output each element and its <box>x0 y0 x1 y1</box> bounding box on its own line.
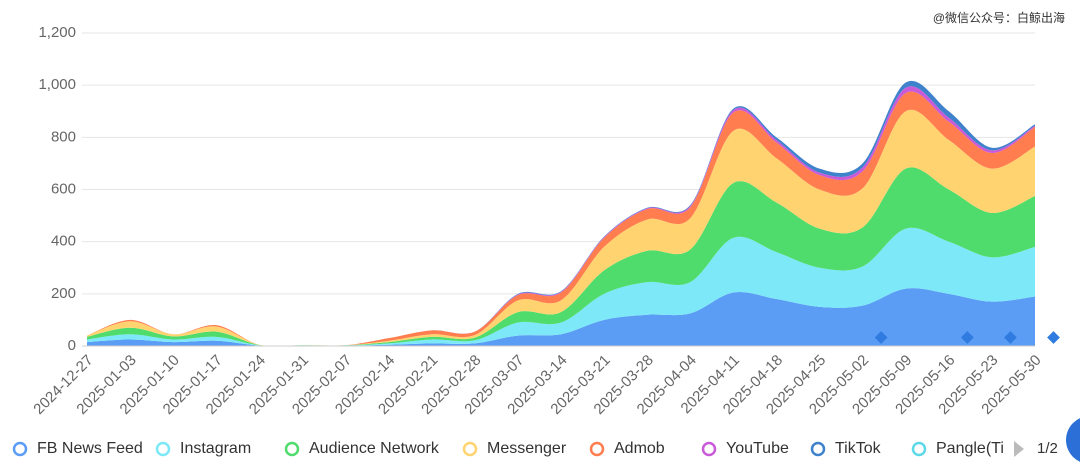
legend-marker <box>462 441 478 457</box>
legend-marker <box>12 441 28 457</box>
area <box>87 227 1035 346</box>
legend-marker <box>701 441 717 457</box>
legend-marker <box>589 441 605 457</box>
area <box>87 109 1035 347</box>
legend-marker <box>155 441 171 457</box>
y-tick-label: 1,200 <box>38 24 76 41</box>
area <box>87 80 1035 347</box>
y-tick-label: 1,000 <box>38 76 76 93</box>
legend-marker <box>284 441 300 457</box>
floating-button[interactable] <box>1066 416 1080 464</box>
pager-label: 1/2 <box>1037 440 1058 457</box>
legend-label: FB News Feed <box>37 440 143 457</box>
legend-label: TikTok <box>835 440 882 457</box>
y-tick-label: 400 <box>51 233 76 250</box>
y-tick-label: 200 <box>51 285 76 302</box>
area <box>87 91 1035 347</box>
y-tick-label: 0 <box>68 337 76 354</box>
pager-prev[interactable] <box>1014 441 1024 457</box>
watermark: @微信公众号：白鲸出海 <box>933 10 1065 25</box>
area <box>87 86 1035 347</box>
legend-label: Audience Network <box>309 440 440 457</box>
area <box>87 288 1035 346</box>
legend-marker <box>810 441 826 457</box>
legend-label: Pangle(Ti <box>936 440 1004 457</box>
legend-label: YouTube <box>726 440 789 457</box>
legend-label: Messenger <box>487 440 567 457</box>
legend-label: Instagram <box>180 440 251 457</box>
legend-marker <box>911 441 927 457</box>
legend-label: Admob <box>614 440 665 457</box>
area <box>87 167 1035 347</box>
event-marker <box>1047 331 1060 344</box>
y-tick-label: 600 <box>51 180 76 197</box>
y-tick-label: 800 <box>51 128 76 145</box>
